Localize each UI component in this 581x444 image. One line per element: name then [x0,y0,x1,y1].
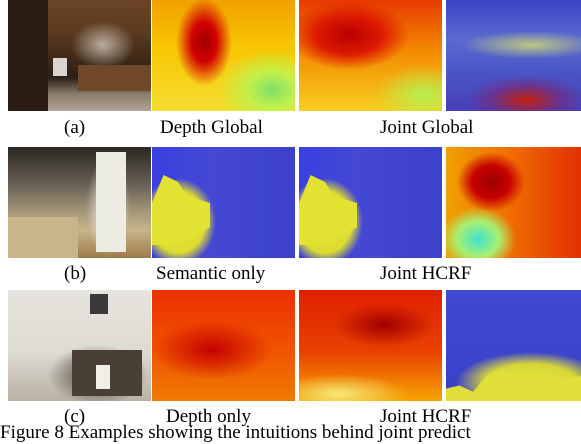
row-label-b: (b) [64,263,87,284]
kitchen-photo-b [8,147,151,258]
caption-depth-global: Depth Global [160,117,263,138]
semantic-map-a [446,0,581,111]
joint-hcrf-depth-map-b [446,147,581,258]
depth-only-map [152,290,295,401]
caption-joint-global-a: Joint Global [380,117,474,138]
joint-global-map [299,0,442,111]
figure-caption: Figure 8 Examples showing the intuitions… [0,422,471,443]
joint-hcrf-depth-map-c [299,290,442,401]
row-label-c: (c) [64,406,86,427]
depth-global-map [152,0,295,111]
caption-semantic-only: Semantic only [156,263,266,284]
kitchen-photo-c [8,290,151,401]
caption-joint-hcrf-b: Joint HCRF [380,263,472,284]
caption-depth-only: Depth only [166,406,251,427]
row-label-a: (a) [64,117,86,138]
joint-hcrf-semantic-map-b [299,147,442,258]
joint-hcrf-semantic-map-c [446,290,581,401]
caption-joint-hcrf-c: Joint HCRF [380,406,472,427]
kitchen-photo-a [8,0,151,111]
semantic-only-map [152,147,295,258]
